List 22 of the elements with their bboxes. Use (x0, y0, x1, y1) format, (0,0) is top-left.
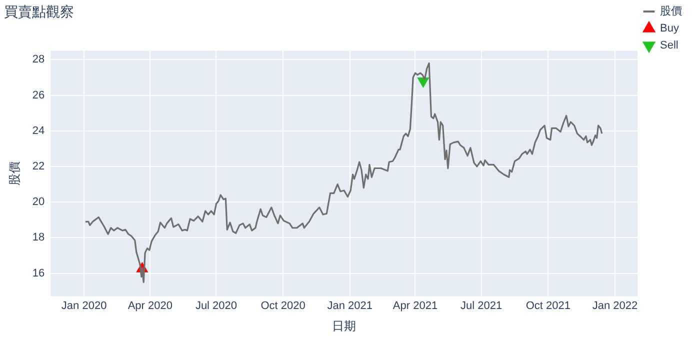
legend-label: Sell (660, 40, 678, 52)
y-axis-title: 股價 (8, 162, 22, 186)
x-tick-label: Jan 2021 (327, 300, 373, 312)
y-tick-label: 16 (32, 267, 45, 280)
x-tick-label: Jan 2020 (61, 300, 107, 312)
x-tick-label: Oct 2020 (260, 300, 306, 312)
y-tick-label: 28 (32, 54, 45, 66)
x-tick-label: Jan 2022 (592, 300, 638, 312)
x-tick-label: Apr 2021 (392, 300, 438, 312)
x-tick-label: Oct 2021 (526, 300, 570, 312)
y-tick-label: 26 (32, 89, 45, 102)
chart-title: 買賣點觀察 (4, 3, 74, 20)
x-axis-title: 日期 (332, 319, 356, 334)
x-tick-label: Jul 2021 (460, 300, 502, 312)
y-tick-label: 22 (32, 160, 45, 173)
y-tick-label: 20 (32, 196, 45, 208)
legend-label: 股價 (660, 6, 682, 18)
legend-label: Buy (660, 22, 680, 35)
x-tick-label: Apr 2020 (128, 300, 172, 312)
y-tick-label: 24 (32, 124, 45, 137)
y-tick-label: 18 (32, 232, 45, 244)
x-tick-label: Jul 2020 (195, 300, 238, 312)
